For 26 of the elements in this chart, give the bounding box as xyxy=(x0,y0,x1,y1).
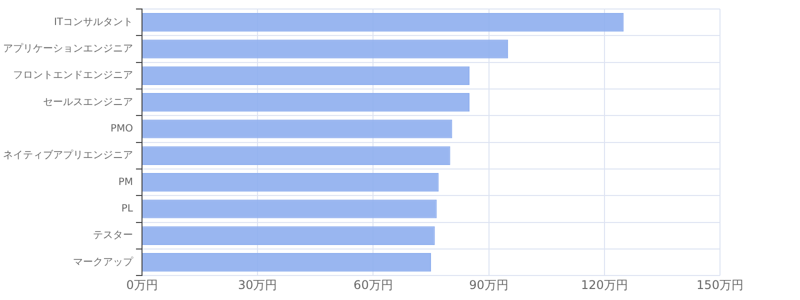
bar xyxy=(142,120,452,138)
x-tick-label: 60万円 xyxy=(354,278,393,292)
bar xyxy=(142,146,450,165)
x-tick-label: 30万円 xyxy=(238,278,278,292)
y-tick-label: ネイティブアプリエンジニア xyxy=(3,149,133,162)
y-tick-label: フロントエンドエンジニア xyxy=(13,70,133,82)
bar xyxy=(142,172,439,192)
y-tick-label: PMO xyxy=(110,124,134,135)
y-tick-label: テスター xyxy=(93,230,133,242)
x-tick-label: 120万円 xyxy=(580,278,628,292)
y-tick-label: マークアップ xyxy=(73,256,134,268)
y-tick-label: アプリケーションエンジニア xyxy=(3,42,133,55)
y-tick-label: ITコンサルタント xyxy=(54,16,133,28)
x-tick-label: 90万円 xyxy=(469,278,508,292)
bar xyxy=(142,40,508,58)
bar xyxy=(142,226,435,245)
y-tick-label: PL xyxy=(121,204,134,215)
bar xyxy=(142,13,624,32)
bar xyxy=(142,66,470,85)
y-tick-label: セールスエンジニア xyxy=(43,96,133,108)
bar xyxy=(142,200,437,218)
y-tick-label: PM xyxy=(118,176,133,188)
bar xyxy=(142,252,431,272)
x-tick-label: 150万円 xyxy=(696,278,744,292)
x-tick-label: 0万円 xyxy=(126,278,158,292)
bar xyxy=(142,92,470,112)
